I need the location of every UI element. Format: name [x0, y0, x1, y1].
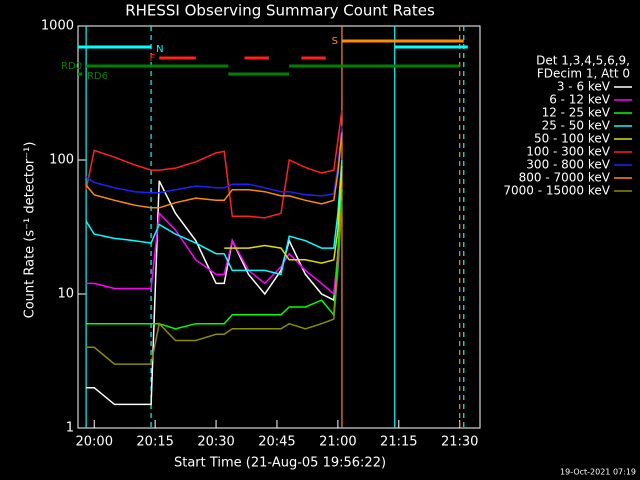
series-line — [85, 132, 343, 209]
x-axis-label: Start Time (21-Aug-05 19:56:22) — [174, 456, 386, 471]
legend-label: 50 - 100 keV — [534, 132, 611, 146]
legend-label: 100 - 300 keV — [526, 145, 610, 159]
y-tick-label: 1000 — [41, 19, 74, 34]
y-tick-label: 1 — [66, 421, 74, 436]
y-axis-label: Count Rate (s⁻¹ detector⁻¹) — [23, 142, 38, 319]
x-tick-label: 20:30 — [197, 435, 234, 450]
x-tick-label: 20:00 — [76, 435, 113, 450]
flag-label: RD0 — [61, 61, 82, 72]
series-line — [85, 159, 343, 276]
legend-label: 12 - 25 keV — [542, 106, 611, 120]
chart-title: RHESSI Observing Summary Count Rates — [125, 2, 435, 20]
x-tick-label: 21:30 — [441, 435, 478, 450]
legend-label: 800 - 7000 keV — [519, 171, 611, 185]
legend-header: FDecim 1, Att 0 — [537, 67, 630, 81]
series-line — [86, 189, 343, 330]
y-tick-label: 10 — [57, 287, 74, 302]
legend-label: 6 - 12 keV — [549, 93, 611, 107]
x-tick-label: 21:00 — [319, 435, 356, 450]
series-line — [85, 125, 343, 197]
series-line — [86, 200, 343, 365]
y-tick-label: 100 — [49, 153, 74, 168]
legend-label: 3 - 6 keV — [557, 80, 611, 94]
plot-frame — [77, 25, 481, 429]
flag-label: S — [332, 36, 338, 47]
series-line — [86, 189, 343, 296]
series-line — [85, 110, 343, 219]
x-tick-label: 21:15 — [380, 435, 417, 450]
x-tick-label: 20:15 — [136, 435, 173, 450]
legend-label: 300 - 800 keV — [526, 158, 610, 172]
x-tick-label: 20:45 — [258, 435, 295, 450]
flag-label: F — [149, 53, 155, 64]
legend-label: 7000 - 15000 keV — [503, 184, 610, 198]
legend-header: Det 1,3,4,5,6,9, — [536, 54, 630, 68]
series-line — [224, 166, 343, 264]
flag-label: RD6 — [87, 71, 108, 82]
flag-label: N — [156, 44, 163, 55]
legend-label: 25 - 50 keV — [542, 119, 611, 133]
footer: 19-Oct-2021 07:19 — [560, 468, 636, 477]
